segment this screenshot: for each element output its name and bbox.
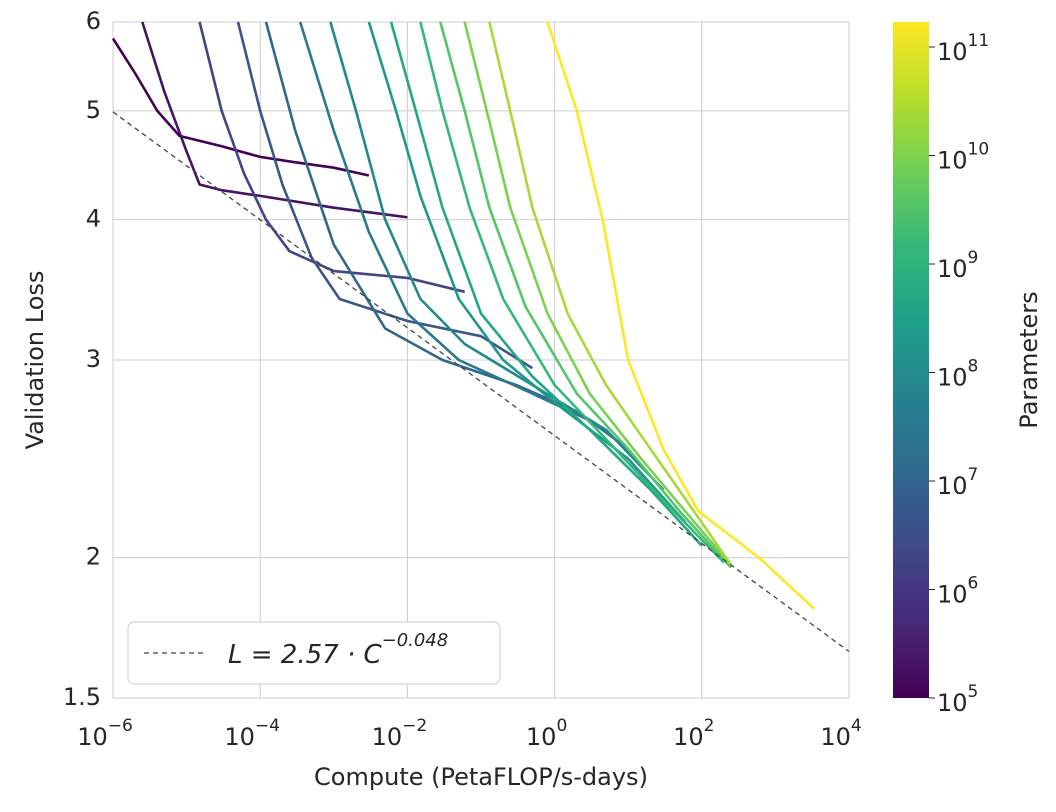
- x-tick-label-exponent: 0: [556, 716, 567, 736]
- x-tick-label: 102: [673, 716, 714, 751]
- series-line: [329, 21, 665, 491]
- colorbar-tick-label-base: 10: [937, 689, 968, 717]
- x-tick-label-base: 10: [673, 723, 704, 751]
- colorbar-tick-label-exponent: 9: [968, 248, 979, 268]
- legend-label-exponent: −0.048: [382, 630, 449, 651]
- y-tick-label: 1.5: [63, 683, 101, 711]
- colorbar-tick-label: 105: [937, 682, 978, 717]
- x-tick-label: 100: [526, 716, 567, 751]
- colorbar-label: Parameters: [1015, 291, 1043, 428]
- colorbar-tick-label-exponent: 10: [968, 140, 990, 160]
- x-tick-label-base: 10: [77, 723, 108, 751]
- colorbar-tick-label-exponent: 5: [968, 682, 979, 702]
- legend-box: [127, 621, 501, 685]
- y-tick-label: 5: [86, 96, 101, 124]
- x-tick-label-base: 10: [526, 723, 557, 751]
- series-line: [389, 21, 703, 547]
- colorbar-tick-label: 1011: [937, 31, 989, 66]
- colorbar-tick-label-base: 10: [937, 147, 968, 175]
- legend-label-base: L = 2.57 · C: [228, 640, 382, 670]
- colorbar-tick-label: 107: [937, 465, 978, 500]
- series-line: [111, 37, 370, 177]
- x-tick-label: 10−6: [77, 716, 133, 751]
- x-tick-label-exponent: −6: [108, 716, 133, 736]
- colorbar-tick-label: 108: [937, 357, 978, 392]
- x-tick-label-exponent: −4: [255, 716, 280, 736]
- colorbar-tick-label: 1010: [937, 140, 989, 175]
- y-tick-label: 6: [86, 7, 101, 35]
- legend-label: L = 2.57 · C−0.048: [228, 630, 448, 670]
- colorbar-tick-label-base: 10: [937, 472, 968, 500]
- colorbar-tick-label-base: 10: [937, 38, 968, 66]
- series-line: [298, 21, 629, 450]
- colorbar-tick-label: 106: [937, 574, 978, 609]
- x-tick-label: 104: [820, 716, 861, 751]
- series-line: [546, 21, 816, 611]
- colorbar-tick-label-exponent: 8: [968, 357, 979, 377]
- y-axis-label: Validation Loss: [21, 271, 49, 450]
- colorbar-tick-label-base: 10: [937, 255, 968, 283]
- x-tick-label-exponent: 4: [851, 716, 862, 736]
- y-tick-label: 4: [86, 205, 101, 233]
- series-line: [112, 111, 850, 653]
- x-tick-label-base: 10: [820, 723, 851, 751]
- x-tick-label-exponent: 2: [704, 716, 715, 736]
- colorbar-tick-label-exponent: 7: [968, 465, 979, 485]
- colorbar: [893, 22, 929, 698]
- colorbar-tick-label-exponent: 6: [968, 574, 979, 594]
- x-tick-label-exponent: −2: [402, 716, 427, 736]
- series-line: [463, 21, 733, 566]
- colorbar-tick-label-base: 10: [937, 581, 968, 609]
- series-line: [488, 21, 733, 566]
- series-line: [439, 21, 733, 569]
- series-line: [419, 21, 725, 564]
- series-line: [198, 21, 466, 294]
- x-tick-label: 10−4: [224, 716, 280, 751]
- x-tick-label: 10−2: [372, 716, 428, 751]
- x-axis-label: Compute (PetaFLOP/s-days): [314, 763, 648, 791]
- y-tick-label: 2: [86, 543, 101, 571]
- colorbar-tick-label-base: 10: [937, 364, 968, 392]
- x-tick-label-base: 10: [372, 723, 403, 751]
- colorbar-tick-label: 109: [937, 248, 978, 283]
- series-line: [236, 21, 534, 370]
- y-tick-label: 3: [86, 345, 101, 373]
- x-tick-label-base: 10: [224, 723, 255, 751]
- colorbar-tick-label-exponent: 11: [968, 31, 990, 51]
